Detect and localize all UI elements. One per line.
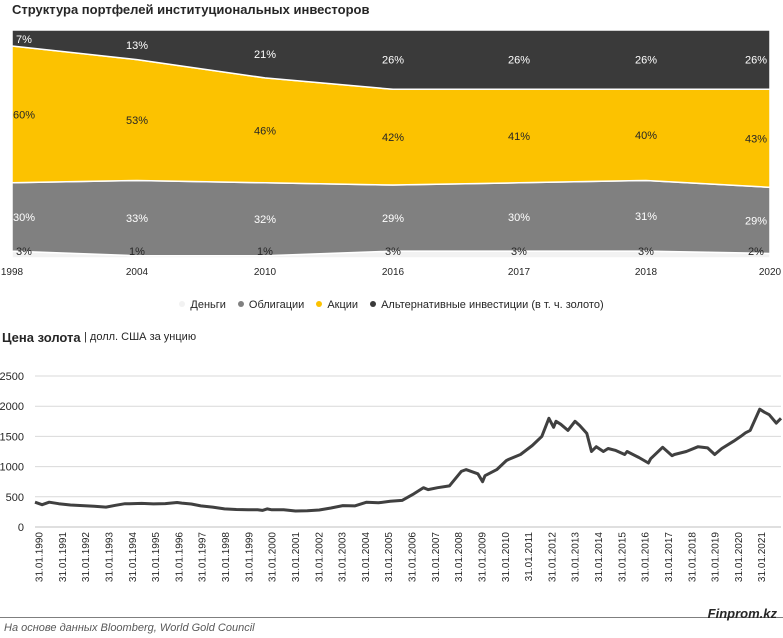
legend-swatch: [316, 301, 323, 308]
x-tick-label: 31.01.1994: [128, 532, 139, 582]
legend-item: Альтернативные инвестиции (в т. ч. золот…: [370, 299, 604, 311]
footer-divider: [0, 617, 783, 618]
data-label: 21%: [254, 49, 276, 61]
x-tick-label: 31.01.2004: [361, 532, 372, 582]
x-tick-label: 31.01.1997: [198, 532, 209, 582]
chart2-subtitle: | долл. США за унцию: [84, 331, 197, 343]
x-tick-label: 31.01.2013: [571, 532, 582, 582]
y-tick-label: 0: [18, 522, 24, 534]
data-label: 31%: [635, 211, 657, 223]
data-label: 7%: [16, 34, 32, 46]
x-tick-label: 31.01.1993: [104, 532, 115, 582]
x-tick-label: 31.01.1998: [221, 532, 232, 582]
x-tick-label: 31.01.2007: [431, 532, 442, 582]
y-tick-label: 2500: [0, 371, 24, 383]
data-label: 3%: [511, 246, 527, 258]
legend-label: Альтернативные инвестиции (в т. ч. золот…: [381, 299, 604, 311]
data-label: 53%: [126, 115, 148, 127]
gold-price-series-line: [34, 407, 783, 513]
data-label: 1%: [129, 246, 145, 258]
data-label: 30%: [13, 212, 35, 224]
gold-price-line-chart: 0 500 1000 1500 2000 2500 31.01.1990 31.01.1991…: [0, 371, 783, 582]
area-4: [11, 29, 771, 91]
x-tick-label: 31.01.1992: [81, 532, 92, 582]
x-tick-label: 31.01.2009: [477, 532, 488, 582]
x-tick-label: 2004: [126, 267, 149, 278]
legend-item: Облигации: [237, 299, 305, 311]
y-tick-label: 2000: [0, 401, 24, 413]
x-tick-label: 31.01.2011: [524, 532, 535, 582]
data-label: 46%: [254, 125, 276, 137]
brand-logo-text: Finprom.kz: [707, 606, 777, 621]
data-label: 3%: [638, 246, 654, 258]
chart1-legend: Деньги Облигации Акции Альтернативные инвес…: [0, 299, 783, 311]
x-tick-label: 31.01.2017: [664, 532, 675, 582]
data-label: 60%: [13, 109, 35, 121]
portfolio-area-chart: 3% 1% 1% 3% 3% 3% 2% 30% 33% 32% 29% 30% 31% 29% 60% 53…: [1, 29, 782, 278]
x-tick-label: 31.01.1999: [244, 532, 255, 582]
legend-label: Акции: [327, 299, 359, 311]
data-label: 1%: [257, 246, 273, 258]
x-tick-label: 2010: [254, 267, 277, 278]
x-tick-label: 2020: [759, 267, 782, 278]
x-tick-label: 31.01.2000: [268, 532, 279, 582]
data-label: 29%: [382, 213, 404, 225]
x-tick-label: 2017: [508, 267, 531, 278]
chart2-title: Цена золота: [2, 330, 81, 345]
x-tick-label: 31.01.2019: [711, 532, 722, 582]
x-tick-label: 2016: [382, 267, 405, 278]
x-tick-label: 31.01.1991: [58, 532, 69, 582]
x-tick-label: 31.01.2006: [408, 532, 419, 582]
legend-swatch: [179, 301, 186, 308]
source-note: На основе данных Bloomberg, World Gold C…: [4, 622, 255, 634]
x-tick-label: 31.01.1996: [174, 532, 185, 582]
legend-label: Облигации: [248, 299, 305, 311]
x-tick-label: 31.01.2012: [547, 532, 558, 582]
legend-swatch: [237, 301, 244, 308]
data-label: 26%: [382, 55, 404, 67]
data-label: 2%: [748, 246, 764, 258]
data-label: 26%: [745, 55, 767, 67]
x-tick-label: 31.01.2010: [501, 532, 512, 582]
data-label: 3%: [16, 246, 32, 258]
y-tick-label: 1000: [0, 462, 24, 474]
x-tick-label: 31.01.2016: [641, 532, 652, 582]
x-tick-label: 1998: [1, 267, 24, 278]
x-tick-label: 31.01.2018: [687, 532, 698, 582]
data-label: 30%: [508, 212, 530, 224]
chart1-title: Структура портфелей институциональных ин…: [12, 2, 370, 17]
legend-item: Акции: [316, 299, 358, 311]
x-tick-label: 31.01.2002: [314, 532, 325, 582]
data-label: 26%: [635, 55, 657, 67]
data-label: 26%: [508, 55, 530, 67]
data-label: 13%: [126, 40, 148, 52]
x-tick-label: 31.01.2001: [291, 532, 302, 582]
x-tick-label: 31.01.2021: [757, 532, 768, 582]
data-label: 32%: [254, 214, 276, 226]
x-tick-label: 31.01.2005: [384, 532, 395, 582]
x-tick-label: 31.01.2014: [594, 532, 605, 582]
x-tick-label: 31.01.1995: [151, 532, 162, 582]
x-tick-label: 31.01.2015: [617, 532, 628, 582]
y-tick-label: 1500: [0, 431, 24, 443]
data-label: 41%: [508, 131, 530, 143]
legend-swatch: [370, 301, 377, 308]
data-label: 29%: [745, 215, 767, 227]
data-label: 42%: [382, 132, 404, 144]
x-tick-label: 31.01.1990: [35, 532, 46, 582]
data-label: 40%: [635, 130, 657, 142]
legend-label: Деньги: [190, 299, 226, 311]
y-tick-label: 500: [6, 492, 24, 504]
x-tick-label: 31.01.2003: [338, 532, 349, 582]
data-label: 33%: [126, 213, 148, 225]
x-tick-label: 31.01.2020: [734, 532, 745, 582]
data-label: 3%: [385, 246, 401, 258]
x-tick-label: 31.01.2008: [454, 532, 465, 582]
data-label: 43%: [745, 133, 767, 145]
x-tick-label: 2018: [635, 267, 658, 278]
legend-item: Деньги: [179, 299, 226, 311]
